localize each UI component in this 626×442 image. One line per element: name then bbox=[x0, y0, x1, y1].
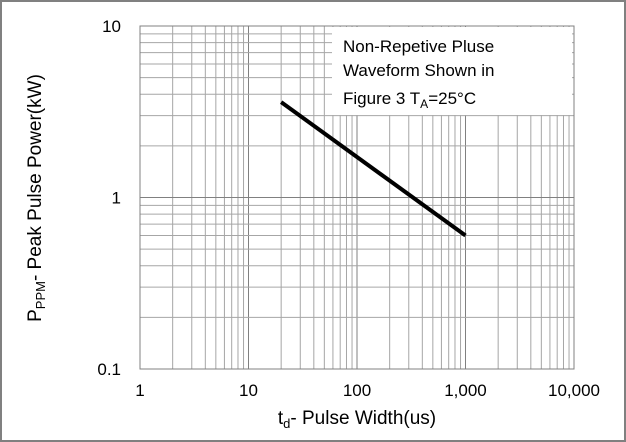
y-axis-title-rest: - Peak Pulse Power(kW) bbox=[25, 74, 46, 281]
x-tick-label: 10 bbox=[239, 381, 258, 400]
y-tick-labels: 0.1 1 10 bbox=[97, 17, 121, 379]
x-tick-label: 1,000 bbox=[444, 381, 487, 400]
y-axis-title-main: P bbox=[25, 309, 46, 322]
x-tick-label: 1 bbox=[135, 381, 144, 400]
y-tick-label: 1 bbox=[112, 189, 121, 208]
annotation-line-1: Non-Repetive Pluse bbox=[343, 37, 494, 56]
x-tick-label: 100 bbox=[343, 381, 371, 400]
x-tick-label: 10,000 bbox=[548, 381, 600, 400]
annotation-box bbox=[332, 27, 572, 115]
series-line-0 bbox=[279, 100, 467, 238]
x-axis-title-rest: - Pulse Width(us) bbox=[290, 408, 436, 429]
y-tick-label: 10 bbox=[102, 17, 121, 36]
annotation-line-2: Waveform Shown in bbox=[343, 61, 494, 80]
y-tick-label: 0.1 bbox=[97, 360, 121, 379]
annotation-line-3: Figure 3 TA=25°C bbox=[343, 89, 476, 111]
annotation-line-3-sub: A bbox=[420, 97, 428, 111]
annotation-line-3-rest: =25°C bbox=[428, 89, 476, 108]
y-axis-title: PPPM- Peak Pulse Power(kW) bbox=[25, 74, 48, 322]
x-axis-title-sub: d bbox=[283, 416, 290, 431]
annotation-line-3-main: Figure 3 T bbox=[343, 89, 420, 108]
grid-layer bbox=[140, 26, 574, 369]
y-axis-title-sub: PPM bbox=[33, 281, 48, 309]
series-layer bbox=[279, 100, 467, 238]
x-tick-labels: 1 10 100 1,000 10,000 bbox=[135, 381, 600, 400]
x-axis-title: td- Pulse Width(us) bbox=[278, 408, 436, 431]
x-axis-title-main: t bbox=[278, 408, 284, 429]
plot-frame bbox=[139, 25, 575, 370]
